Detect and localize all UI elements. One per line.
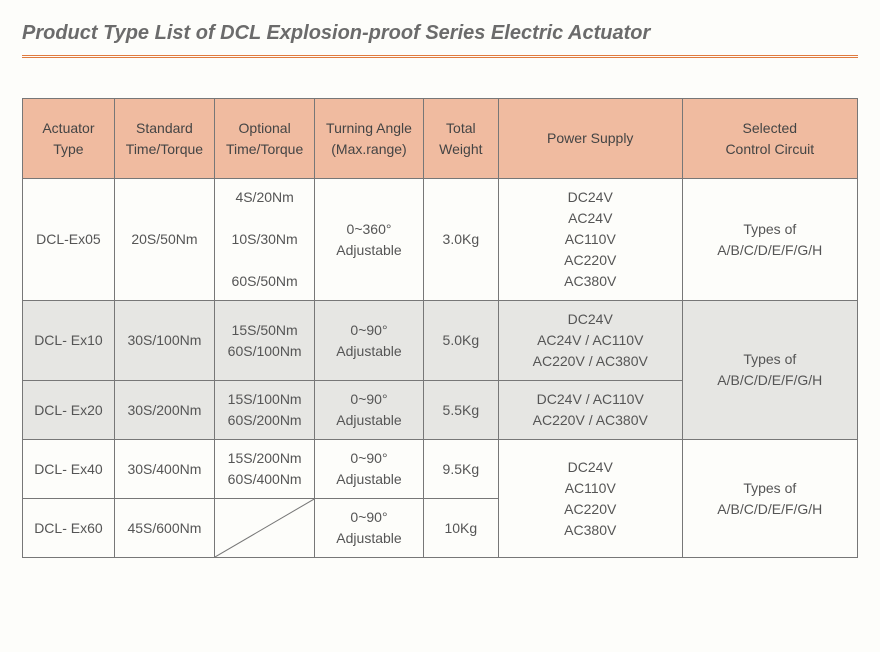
cell-type: DCL- Ex10: [23, 301, 115, 381]
cell-std: 30S/100Nm: [114, 301, 214, 381]
col-control-circuit: Selected Control Circuit: [682, 99, 857, 179]
diagonal-slash-icon: [215, 499, 314, 557]
cell-power: DC24V AC24V / AC110V AC220V / AC380V: [498, 301, 682, 381]
cell-weight: 9.5Kg: [423, 440, 498, 499]
cell-circuit: Types of A/B/C/D/E/F/G/H: [682, 301, 857, 440]
cell-std: 30S/200Nm: [114, 381, 214, 440]
col-standard-time-torque: Standard Time/Torque: [114, 99, 214, 179]
cell-power: DC24V AC110V AC220V AC380V: [498, 440, 682, 558]
cell-angle: 0~360° Adjustable: [315, 179, 424, 301]
cell-angle: 0~90° Adjustable: [315, 301, 424, 381]
product-table: Actuator Type Standard Time/Torque Optio…: [22, 98, 858, 558]
cell-opt: 15S/50Nm 60S/100Nm: [215, 301, 315, 381]
cell-angle: 0~90° Adjustable: [315, 499, 424, 558]
col-power-supply: Power Supply: [498, 99, 682, 179]
cell-type: DCL- Ex60: [23, 499, 115, 558]
cell-type: DCL- Ex40: [23, 440, 115, 499]
cell-power: DC24V / AC110V AC220V / AC380V: [498, 381, 682, 440]
cell-angle: 0~90° Adjustable: [315, 381, 424, 440]
cell-std: 20S/50Nm: [114, 179, 214, 301]
table-row: DCL- Ex10 30S/100Nm 15S/50Nm 60S/100Nm 0…: [23, 301, 858, 381]
col-total-weight: Total Weight: [423, 99, 498, 179]
table-row: DCL- Ex40 30S/400Nm 15S/200Nm 60S/400Nm …: [23, 440, 858, 499]
table-header-row: Actuator Type Standard Time/Torque Optio…: [23, 99, 858, 179]
cell-weight: 3.0Kg: [423, 179, 498, 301]
cell-circuit: Types of A/B/C/D/E/F/G/H: [682, 440, 857, 558]
title-rule: [22, 55, 858, 58]
cell-opt-empty: [215, 499, 315, 558]
cell-opt: 4S/20Nm 10S/30Nm 60S/50Nm: [215, 179, 315, 301]
cell-opt: 15S/100Nm 60S/200Nm: [215, 381, 315, 440]
col-turning-angle: Turning Angle (Max.range): [315, 99, 424, 179]
col-optional-time-torque: Optional Time/Torque: [215, 99, 315, 179]
cell-weight: 5.5Kg: [423, 381, 498, 440]
cell-power: DC24V AC24V AC110V AC220V AC380V: [498, 179, 682, 301]
cell-weight: 10Kg: [423, 499, 498, 558]
cell-std: 30S/400Nm: [114, 440, 214, 499]
cell-weight: 5.0Kg: [423, 301, 498, 381]
cell-std: 45S/600Nm: [114, 499, 214, 558]
cell-type: DCL- Ex20: [23, 381, 115, 440]
cell-angle: 0~90° Adjustable: [315, 440, 424, 499]
cell-circuit: Types of A/B/C/D/E/F/G/H: [682, 179, 857, 301]
cell-opt: 15S/200Nm 60S/400Nm: [215, 440, 315, 499]
col-actuator-type: Actuator Type: [23, 99, 115, 179]
table-row: DCL-Ex05 20S/50Nm 4S/20Nm 10S/30Nm 60S/5…: [23, 179, 858, 301]
page-title: Product Type List of DCL Explosion-proof…: [22, 22, 858, 45]
cell-type: DCL-Ex05: [23, 179, 115, 301]
